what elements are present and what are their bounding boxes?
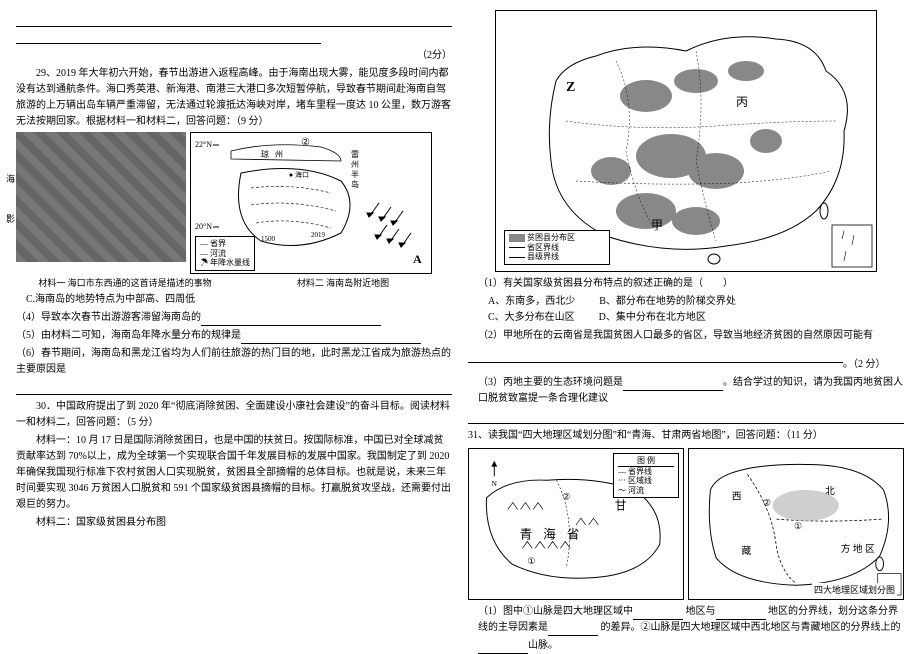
svg-text:琼: 琼 bbox=[261, 149, 269, 159]
q2-score: 。（2 分） bbox=[843, 359, 886, 370]
q29-6-blank bbox=[16, 382, 452, 395]
q29-4: （4）导致本次春节出游游客滞留海南岛的 bbox=[16, 310, 452, 326]
svg-text:方 地 区: 方 地 区 bbox=[841, 542, 875, 555]
svg-text:Z: Z bbox=[566, 80, 575, 95]
svg-text:雷: 雷 bbox=[351, 150, 359, 159]
q3-blank bbox=[468, 411, 904, 424]
svg-text:①: ① bbox=[794, 521, 802, 531]
map-qinghai-gansu: 青 海 省 甘 ② ① N 图 例 — 省界线 ⋯ 区域线 ～ 河流 bbox=[468, 448, 684, 600]
four-region-caption: 四大地理区域划分图 bbox=[812, 583, 897, 597]
legend-rain: ☂ 年降水量线 bbox=[200, 258, 250, 268]
optD: D、集中分布在北方地区 bbox=[599, 310, 706, 326]
q2-blank bbox=[468, 350, 843, 363]
svg-text:N: N bbox=[491, 479, 497, 488]
score-2: （2分） bbox=[417, 48, 452, 64]
caption-m2: 材料二 海南岛附近地图 bbox=[234, 276, 452, 290]
q29-c: C.海南岛的地势特点为中部高、四周低 bbox=[26, 292, 452, 308]
blank-line-top2 bbox=[16, 31, 321, 44]
svg-text:半: 半 bbox=[351, 169, 359, 179]
hainan-legend: — 省界 — 河流 ☂ 年降水量线 bbox=[195, 236, 255, 271]
china-poverty-map: Z 丙 甲 贫困县分布区 省区界线 县级界线 bbox=[495, 10, 877, 272]
q31-tail: 山脉。 bbox=[528, 640, 558, 651]
leg-title: 图 例 bbox=[618, 456, 674, 467]
leg-p: — 省界线 bbox=[618, 467, 674, 477]
svg-text:藏: 藏 bbox=[742, 545, 752, 557]
material1-photo bbox=[16, 132, 186, 262]
blank-line-top bbox=[16, 14, 452, 27]
q29-intro: 29、2019 年大年初六开始，春节出游进入返程高峰。由于海南出现大雾，能见度多… bbox=[16, 66, 452, 130]
svg-text:甘: 甘 bbox=[615, 499, 627, 512]
q29-5: （5）由材料二可知，海南岛年降水量分布的规律是 bbox=[16, 328, 452, 344]
qh-legend: 图 例 — 省界线 ⋯ 区域线 ～ 河流 bbox=[613, 453, 679, 498]
svg-text:州: 州 bbox=[351, 160, 359, 169]
circle2: ② bbox=[301, 137, 310, 148]
q29-6: （6）春节期间，海南岛和黑龙江省均为人们前往旅游的热门目的地，此时黑龙江省成为旅… bbox=[16, 346, 452, 378]
svg-text:甲: 甲 bbox=[651, 218, 663, 232]
q31-1: （1）图中①山脉是四大地理区域中 地区与 地区的分界线，划分这条分界线的主导因素… bbox=[478, 604, 904, 636]
svg-text:州: 州 bbox=[275, 150, 283, 159]
label-A: A bbox=[413, 252, 422, 266]
china-legend: 贫困县分布区 省区界线 县级界线 bbox=[504, 230, 610, 265]
legend-river: — 河流 bbox=[200, 249, 250, 259]
leg-rv: ～ 河流 bbox=[618, 486, 674, 496]
right-column: Z 丙 甲 贫困县分布区 省区界线 县级界线 （1）有关国家级贫困县分布特点的叙… bbox=[460, 10, 912, 641]
leg-county: 县级界线 bbox=[527, 252, 559, 261]
leg-pov: 贫困县分布区 bbox=[527, 233, 575, 242]
side-label-hai: 海 bbox=[6, 172, 15, 186]
svg-text:西: 西 bbox=[732, 492, 742, 503]
optB: B、都分布在地势的阶梯交界处 bbox=[599, 294, 736, 310]
svg-text:海口: 海口 bbox=[295, 170, 309, 179]
optC: C、大多分布在山区 bbox=[488, 310, 575, 326]
svg-text:②: ② bbox=[562, 492, 570, 502]
svg-text:北: 北 bbox=[825, 485, 835, 497]
map-four-regions: 西 北 藏 方 地 区 ① ② 四大地理区域划分图 bbox=[688, 448, 904, 600]
legend-border: — 省界 bbox=[200, 239, 250, 249]
material2-map: 22°N 20°N ② 琼州 雷 州 半 岛 海口 150 bbox=[190, 132, 432, 274]
svg-text:①: ① bbox=[527, 556, 535, 566]
caption-m1: 材料一 海口市东西通的这首诗是描述的事物 bbox=[16, 276, 234, 290]
svg-text:1500: 1500 bbox=[261, 235, 276, 243]
optA: A、东南多，西北少 bbox=[488, 294, 575, 310]
lat20-label: 20°N bbox=[195, 222, 212, 231]
svg-text:2019: 2019 bbox=[311, 231, 326, 239]
svg-text:青 海 省: 青 海 省 bbox=[520, 528, 584, 542]
r-q1: （1）有关国家级贫困县分布特点的叙述正确的是（ ） bbox=[478, 276, 904, 292]
svg-text:岛: 岛 bbox=[351, 179, 359, 189]
r-q3: （3）丙地主要的生态环境问题是。结合学过的知识，请为我国丙地贫困人口脱贫致富提一… bbox=[478, 375, 904, 407]
left-column: （2分） 29、2019 年大年初六开始，春节出游进入返程高峰。由于海南出现大雾… bbox=[8, 10, 460, 641]
q31: 31、读我国“四大地理区域划分图”和“青海、甘肃两省地图”，回答问题：（11 分… bbox=[468, 428, 904, 444]
svg-text:丙: 丙 bbox=[736, 95, 748, 109]
svg-text:②: ② bbox=[763, 498, 771, 508]
q30-title: 30．中国政府提出了到 2020 年“彻底消除贫困、全面建设小康社会建设”的奋斗… bbox=[16, 399, 452, 431]
leg-prov: 省区界线 bbox=[527, 243, 559, 252]
lat22-label: 22°N bbox=[195, 140, 212, 149]
side-label-ying: 影 bbox=[6, 212, 15, 226]
leg-r: ⋯ 区域线 bbox=[618, 476, 674, 486]
r-q2: （2）甲地所在的云南省是我国贫困人口最多的省区，导致当地经济贫困的自然原因可能有 bbox=[478, 328, 904, 344]
q30-m2: 材料二：国家级贫困县分布图 bbox=[16, 515, 452, 531]
q30-m1: 材料一：10 月 17 日是国际消除贫困日，也是中国的扶贫日。按国际标准，中国已… bbox=[16, 433, 452, 513]
